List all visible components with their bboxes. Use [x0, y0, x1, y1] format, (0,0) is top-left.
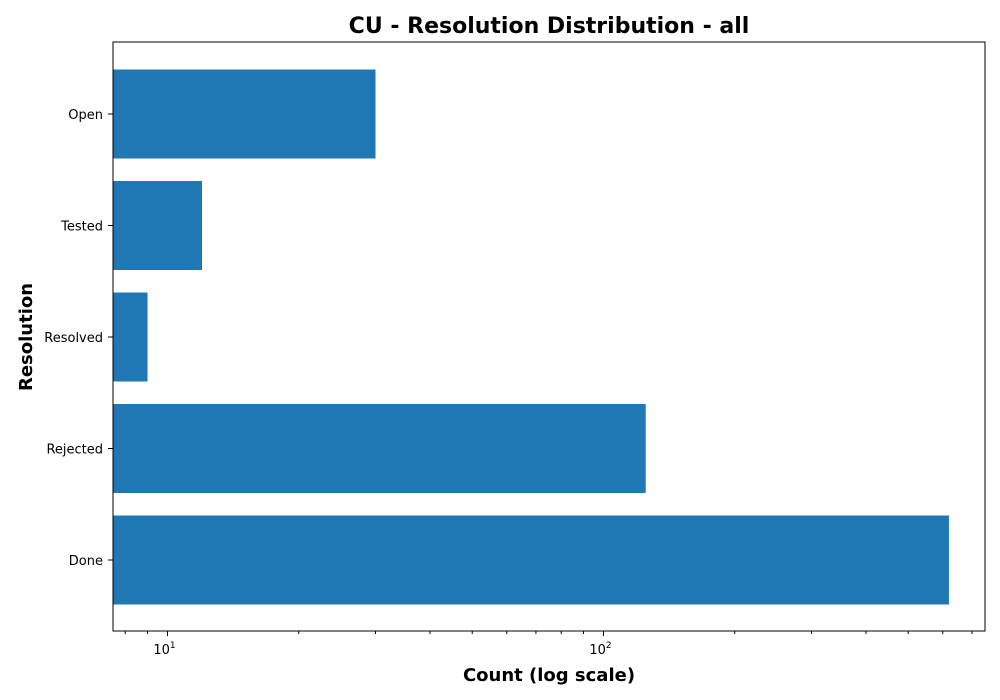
- bar-done: [113, 515, 949, 605]
- y-tick-label-done: Done: [69, 554, 103, 569]
- x-tick-label: 101: [153, 641, 175, 658]
- x-axis-label: Count (log scale): [463, 665, 635, 686]
- y-tick-label-open: Open: [68, 108, 103, 123]
- bar-resolved: [113, 292, 148, 382]
- y-tick-label-resolved: Resolved: [44, 331, 103, 346]
- chart-title: CU - Resolution Distribution - all: [349, 14, 750, 39]
- bar-rejected: [113, 404, 646, 493]
- bar-open: [113, 69, 376, 159]
- y-axis-label: Resolution: [16, 283, 37, 391]
- x-axis: 101 102: [124, 631, 973, 658]
- x-tick-label: 102: [589, 641, 611, 658]
- bar-tested: [113, 181, 202, 270]
- y-axis: Done Rejected Resolved Tested Open: [44, 108, 113, 569]
- bars-group: [113, 69, 949, 605]
- y-tick-label-rejected: Rejected: [46, 443, 103, 458]
- y-tick-label-tested: Tested: [60, 220, 103, 235]
